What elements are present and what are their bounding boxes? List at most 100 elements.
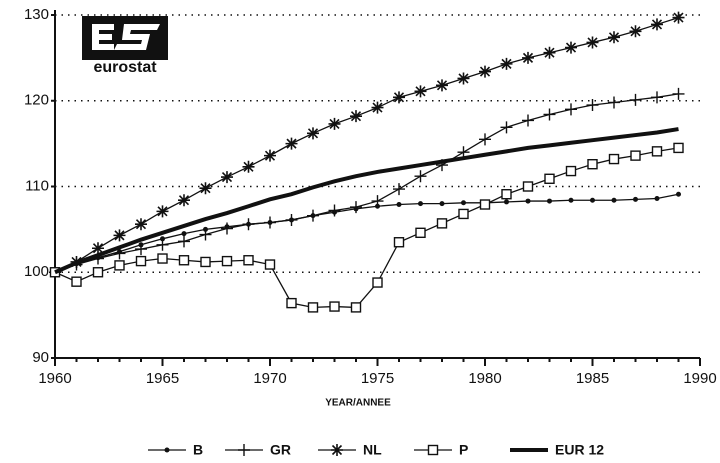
x-tick-label: 1965 [146,370,179,387]
plus [199,228,212,241]
marker [629,25,642,38]
square [286,297,297,309]
square [329,301,340,312]
star [328,117,341,130]
marker [608,31,620,44]
marker [651,146,663,157]
x-tick-label: 1990 [683,370,716,387]
marker [71,276,82,287]
plus [307,209,319,222]
marker [178,194,190,207]
dot [654,196,660,202]
marker [500,57,513,70]
star [156,205,169,218]
square [200,256,211,268]
y-tick-label: 130 [24,6,49,23]
marker [544,173,555,184]
marker [504,199,509,205]
y-tick-label: 110 [25,177,49,194]
dot [525,198,531,204]
x-tick-label: 1985 [576,370,609,387]
marker [307,127,319,140]
legend-item: P [414,442,468,458]
marker [436,218,448,229]
plus [565,103,577,116]
marker [156,205,169,218]
star [479,65,491,78]
plus [414,170,427,183]
marker [522,51,534,64]
square [114,260,125,271]
marker [285,137,298,150]
star [565,41,577,54]
marker [350,201,362,214]
x-axis-label: YEAR/ANNEE [325,398,391,409]
marker [543,108,556,121]
square [264,259,276,270]
star [92,242,104,255]
marker [307,302,319,313]
square [393,237,405,248]
plus [178,235,190,248]
x-tick-label: 1960 [38,370,71,387]
marker [371,101,384,114]
plus [221,222,233,235]
marker [651,18,663,31]
plus [242,218,255,231]
marker [199,182,212,195]
marker [479,199,491,210]
star [672,11,685,24]
square [415,227,426,239]
legend-label: EUR 12 [555,442,604,458]
series-line [54,193,679,273]
marker [500,121,513,134]
star [608,31,620,44]
marker [457,72,470,85]
marker [414,85,427,98]
marker [676,191,681,197]
legend-label: P [459,442,468,458]
y-tick-label: 90 [32,349,49,366]
marker [525,198,531,204]
marker [164,447,170,453]
marker [672,11,685,24]
square [243,255,254,266]
plus [135,243,147,256]
star [307,127,319,140]
marker [396,202,402,208]
marker [221,255,233,267]
marker [436,79,448,92]
marker [590,197,595,203]
marker [673,142,684,154]
marker [331,444,343,456]
star [264,149,276,162]
marker [543,46,556,59]
plus [672,87,685,100]
dot [439,201,445,207]
star [500,57,513,70]
star [629,25,642,38]
plus [586,99,599,112]
y-tick-label: 120 [24,92,49,109]
marker [629,93,642,106]
plus [156,238,169,251]
legend-item: NL [318,442,382,458]
plus [371,195,384,208]
marker [427,444,439,456]
marker [608,153,620,165]
plus [393,183,405,196]
x-tick-label: 1970 [253,370,286,387]
marker [672,87,685,100]
dot [418,201,423,207]
plus [543,108,556,121]
marker [350,302,362,313]
square [436,218,448,229]
marker [458,208,469,220]
marker [393,91,405,104]
plus [629,93,642,106]
marker [328,204,341,217]
marker [199,228,212,241]
marker [568,197,574,203]
marker [238,444,250,456]
marker [565,165,577,177]
